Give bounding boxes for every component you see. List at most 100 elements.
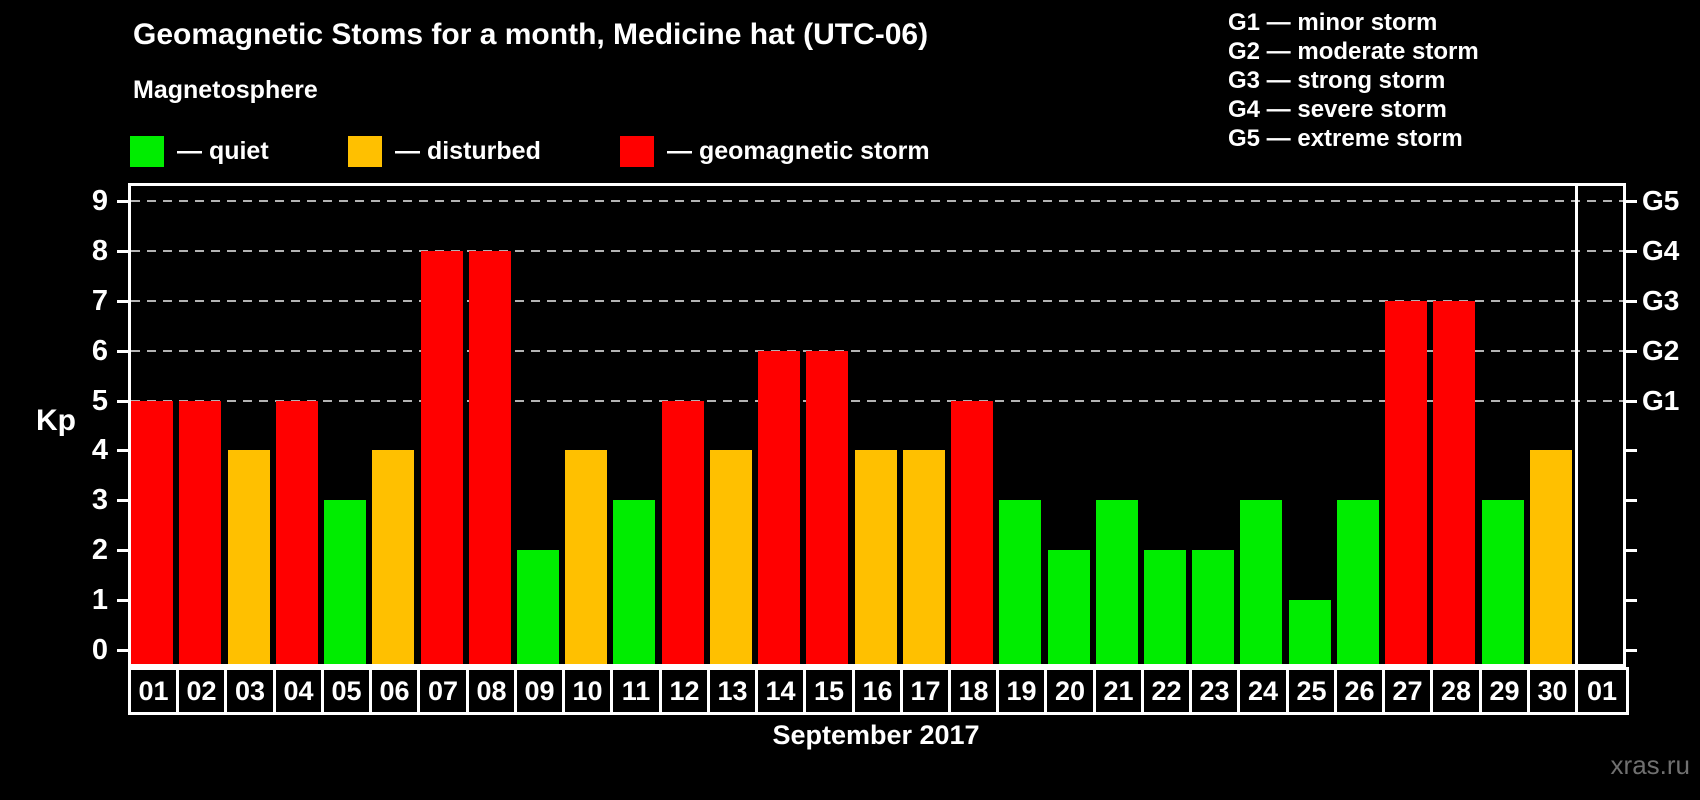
storm-scale-legend-line: G2 — moderate storm (1228, 38, 1479, 65)
y-axis-label: Kp (36, 404, 76, 437)
y-tick-label-9: 9 (91, 184, 108, 217)
gridline-kp-8 (131, 249, 1623, 252)
right-tick-kp-8 (1626, 249, 1637, 253)
x-axis-day-boxes: 01 02 03 04 05 06 07 08 09 10 11 12 13 14 15 16 17 18 19 20… (128, 667, 1629, 715)
plot-area (128, 183, 1626, 667)
gridline-kp-5 (131, 399, 1623, 402)
x-label-box-23: 23 (1189, 667, 1240, 715)
bar-day-08-kp-8 (468, 250, 511, 664)
bar-day-04-kp-5 (275, 400, 318, 664)
x-label-box-22: 22 (1141, 667, 1192, 715)
g-scale-label-G1: G1 (1642, 384, 1680, 416)
x-label-box-28: 28 (1430, 667, 1482, 715)
gridline-kp-6 (131, 349, 1623, 352)
left-tick-kp-1 (117, 599, 128, 603)
x-label-box-16: 16 (852, 667, 903, 715)
x-label-box-20: 20 (1044, 667, 1096, 715)
g-scale-label-G5: G5 (1642, 184, 1680, 216)
storm-color-swatch (620, 135, 654, 167)
x-label-box-26: 26 (1334, 667, 1385, 715)
bar-day-21-kp-3 (1095, 500, 1138, 664)
x-label-box-17: 17 (900, 667, 951, 715)
storm-scale-legend-line: G5 — extreme storm (1228, 125, 1463, 152)
storm-scale-legend-line: G4 — severe storm (1228, 96, 1447, 123)
left-tick-kp-9 (117, 199, 128, 203)
bar-day-12-kp-5 (661, 400, 704, 664)
watermark: xras.ru (1610, 750, 1690, 780)
left-tick-kp-7 (117, 299, 128, 303)
bar-day-02-kp-5 (179, 400, 222, 664)
right-tick-kp-3 (1626, 499, 1637, 503)
bar-day-11-kp-3 (613, 500, 656, 664)
storm-scale-legend-line: G3 — strong storm (1228, 67, 1446, 94)
bar-day-26-kp-3 (1336, 500, 1379, 664)
x-label-box-02: 02 (176, 667, 227, 715)
y-tick-label-6: 6 (91, 334, 108, 367)
bar-day-05-kp-3 (324, 500, 367, 664)
x-label-box-25: 25 (1286, 667, 1337, 715)
legend-item-storm: — geomagnetic storm (620, 135, 930, 167)
bar-day-14-kp-6 (758, 350, 801, 664)
legend-item-quiet: — quiet (130, 135, 269, 167)
legend-item-label: — quiet (177, 136, 269, 165)
storm-scale-legend: G1 — minor storm G2 — moderate storm G3 — … (1228, 8, 1479, 153)
bar-day-18-kp-5 (951, 400, 994, 664)
right-tick-kp-0 (1626, 649, 1637, 652)
bar-day-23-kp-2 (1192, 550, 1235, 664)
y-tick-label-8: 8 (91, 234, 108, 267)
y-tick-label-5: 5 (91, 384, 108, 417)
left-tick-kp-4 (117, 449, 128, 453)
bar-day-19-kp-3 (999, 500, 1042, 664)
bar-day-25-kp-1 (1288, 600, 1331, 664)
x-label-box-18: 18 (948, 667, 999, 715)
g-scale-label-G2: G2 (1642, 334, 1680, 366)
right-tick-kp-6 (1626, 349, 1637, 353)
x-label-box-04: 04 (273, 667, 324, 715)
right-tick-kp-7 (1626, 299, 1637, 303)
month-boundary-line (1575, 186, 1578, 664)
quiet-color-swatch (130, 135, 164, 167)
bar-day-13-kp-4 (709, 450, 752, 664)
x-label-box-07: 07 (417, 667, 469, 715)
legend-item-disturbed: — disturbed (348, 135, 541, 167)
right-tick-kp-9 (1626, 199, 1637, 203)
left-tick-kp-5 (117, 399, 128, 403)
bar-day-28-kp-7 (1433, 300, 1476, 664)
left-tick-kp-2 (117, 549, 128, 553)
legend-item-label: — disturbed (395, 136, 541, 165)
right-tick-kp-1 (1626, 599, 1637, 603)
x-label-box-10: 10 (562, 667, 613, 715)
bar-day-09-kp-2 (516, 550, 559, 664)
storm-scale-legend-line: G1 — minor storm (1228, 9, 1438, 36)
x-label-box-30: 30 (1527, 667, 1578, 715)
g-scale-label-G3: G3 (1642, 284, 1680, 316)
right-tick-kp-5 (1626, 399, 1637, 403)
x-label-box-29: 29 (1479, 667, 1530, 715)
bar-day-10-kp-4 (565, 450, 608, 664)
bar-day-27-kp-7 (1385, 300, 1428, 664)
x-label-box-15: 15 (803, 667, 855, 715)
right-tick-kp-4 (1626, 449, 1637, 453)
x-axis-label: September 2017 (772, 720, 980, 750)
bar-day-22-kp-2 (1144, 550, 1187, 664)
bar-day-07-kp-8 (420, 250, 463, 664)
legend-item-label: — geomagnetic storm (667, 136, 930, 165)
bar-day-29-kp-3 (1481, 500, 1524, 664)
x-label-box-06: 06 (369, 667, 420, 715)
x-label-box-11: 11 (610, 667, 662, 715)
y-tick-label-3: 3 (91, 484, 108, 517)
disturbed-color-swatch (348, 135, 382, 167)
gridline-kp-7 (131, 299, 1623, 302)
x-label-box-19: 19 (996, 667, 1047, 715)
x-label-box-08: 08 (466, 667, 517, 715)
bar-day-06-kp-4 (372, 450, 415, 664)
left-tick-kp-8 (117, 249, 128, 253)
g-scale-label-G4: G4 (1642, 234, 1680, 266)
magnetosphere-legend-heading: Magnetosphere (133, 76, 318, 104)
y-tick-label-7: 7 (91, 284, 108, 317)
x-label-box-14: 14 (755, 667, 806, 715)
bar-day-03-kp-4 (227, 450, 270, 664)
x-label-box-21: 21 (1093, 667, 1144, 715)
left-tick-kp-6 (117, 349, 128, 353)
